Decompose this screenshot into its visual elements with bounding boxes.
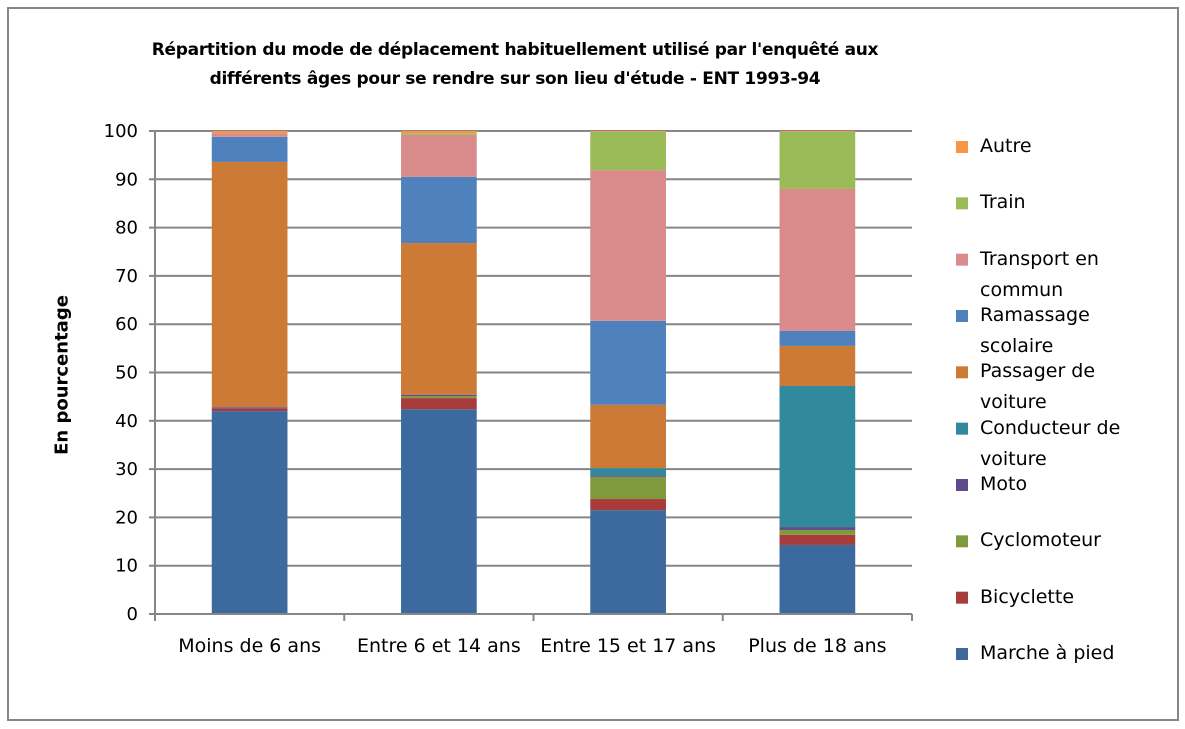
- bar-segment: [779, 188, 856, 331]
- legend-label: Transport en commun: [980, 247, 1099, 301]
- bar-segment: [779, 131, 856, 132]
- bar-segment: [590, 170, 666, 321]
- bar-segment: [211, 161, 288, 408]
- y-tick-label: 30: [115, 459, 138, 480]
- bar-segment: [590, 475, 666, 477]
- x-tick-label: Entre 6 et 14 ans: [357, 635, 521, 657]
- legend-swatch: [956, 591, 968, 604]
- y-tick-label: 50: [115, 363, 138, 384]
- bar-segment: [590, 131, 666, 171]
- legend-label: Conducteur de voiture: [980, 416, 1121, 470]
- legend-label: Bicyclette: [980, 585, 1075, 608]
- legend-label: Cyclomoteur: [980, 529, 1101, 552]
- legend-swatch: [956, 422, 968, 435]
- bar-segment: [401, 243, 477, 395]
- bar-segment: [779, 527, 856, 530]
- bar-segment: [401, 409, 477, 614]
- y-tick-label: 80: [115, 218, 138, 239]
- legend-swatch: [956, 366, 968, 379]
- legend-label: Marche à pied: [980, 642, 1115, 664]
- bar-segment: [779, 345, 856, 387]
- bar-segment: [211, 136, 288, 162]
- legend-label: Train: [980, 191, 1026, 214]
- legend-label: Passager de voiture: [980, 360, 1096, 414]
- y-tick-label: 40: [115, 411, 138, 432]
- bar-segment: [590, 131, 666, 132]
- bar-segment: [779, 529, 856, 535]
- legend-swatch: [956, 141, 968, 153]
- bar-segment: [779, 534, 856, 545]
- legend-swatch: [956, 479, 968, 491]
- legend-label: Ramassage scolaire: [980, 304, 1090, 357]
- y-axis-label: En pourcentage: [51, 295, 73, 455]
- x-tick-label: Plus de 18 ans: [748, 635, 887, 657]
- x-tick-label: Moins de 6 ans: [178, 635, 322, 657]
- y-tick-label: 100: [104, 121, 138, 142]
- y-tick-label: 10: [115, 556, 138, 577]
- bar-segment: [590, 468, 666, 476]
- legend-swatch: [956, 535, 968, 548]
- bar-segment: [211, 411, 288, 614]
- bar-segment: [401, 134, 477, 177]
- x-tick-label: Entre 15 et 17 ans: [540, 635, 717, 657]
- legend-swatch: [956, 197, 968, 210]
- legend-swatch: [956, 253, 968, 266]
- y-tick-label: 60: [115, 314, 138, 335]
- bar-segment: [779, 386, 856, 528]
- bar-segment: [401, 131, 477, 134]
- bar-segment: [779, 131, 856, 189]
- bar-segment: [401, 133, 477, 135]
- legend-swatch: [956, 648, 968, 660]
- y-tick-label: 90: [115, 169, 138, 190]
- bar-segment: [211, 133, 288, 137]
- chart-border: [7, 7, 1179, 721]
- legend-swatch: [956, 310, 968, 322]
- bar-segment: [590, 499, 666, 511]
- bar-segment: [401, 394, 477, 397]
- bar-segment: [779, 330, 856, 346]
- bar-segment: [779, 544, 856, 614]
- bar-segment: [211, 408, 288, 412]
- y-tick-label: 20: [115, 507, 138, 528]
- bar-segment: [590, 510, 666, 614]
- bar-segment: [590, 476, 666, 500]
- legend-label: Autre: [980, 135, 1032, 157]
- y-tick-label: 70: [115, 266, 138, 287]
- bar-segment: [211, 131, 288, 134]
- bar-segment: [590, 320, 666, 405]
- chart-title: Répartition du mode de déplacement habit…: [151, 40, 879, 89]
- y-tick-label: 0: [127, 604, 138, 625]
- bar-segment: [590, 404, 666, 469]
- bar-segment: [211, 407, 288, 409]
- bar-segment: [401, 396, 477, 399]
- bar-segment: [401, 176, 477, 244]
- bar-segment: [401, 398, 477, 410]
- legend-label: Moto: [980, 473, 1028, 495]
